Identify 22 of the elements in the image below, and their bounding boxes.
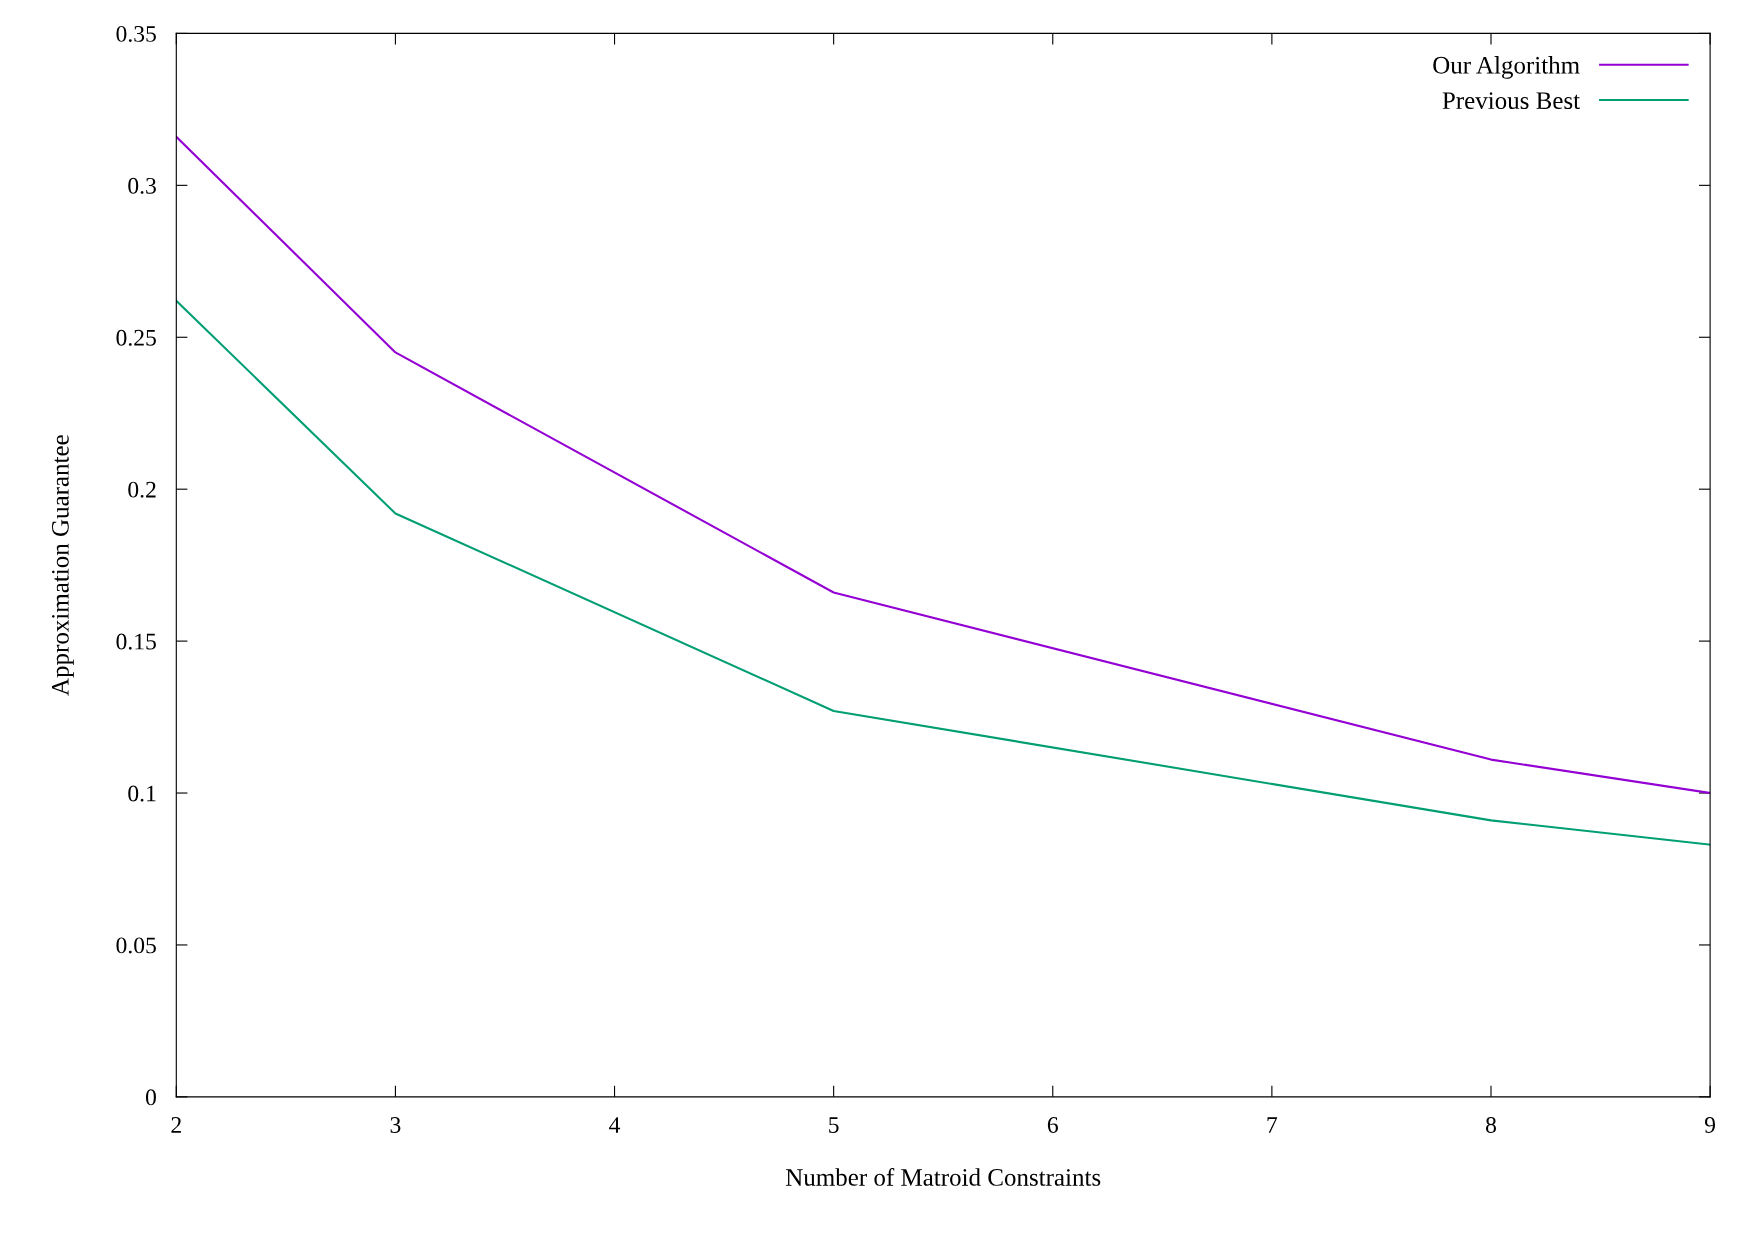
legend-label: Previous Best — [1442, 92, 1580, 110]
legend-label: Our Algorithm — [1433, 56, 1580, 79]
x-tick-label: 5 — [829, 1117, 839, 1133]
x-tick-label: 7 — [1267, 1117, 1278, 1133]
y-tick-label: 0.35 — [116, 25, 156, 42]
x-axis-title: Number of Matroid Constraints — [785, 1168, 1101, 1186]
line-series — [176, 299, 1711, 846]
y-tick-label: 0.05 — [116, 937, 156, 954]
x-tick-label: 6 — [1047, 1117, 1058, 1133]
y-tick-label: 0.25 — [116, 329, 156, 346]
x-tick-label: 8 — [1485, 1116, 1496, 1133]
x-tick-label: 4 — [609, 1117, 621, 1133]
y-tick-label: 0.1 — [128, 785, 156, 802]
line-series — [176, 135, 1711, 795]
y-axis-title: Approximation Guarantee — [51, 435, 74, 696]
y-tick-label: 0 — [145, 1089, 156, 1106]
y-tick-label: 0.3 — [128, 177, 156, 194]
x-tick-label: 9 — [1704, 1117, 1716, 1133]
x-tick-label: 3 — [390, 1117, 401, 1133]
y-tick-label: 0.15 — [116, 633, 156, 650]
y-tick-label: 0.2 — [128, 481, 156, 498]
x-tick-label: 2 — [171, 1117, 181, 1133]
